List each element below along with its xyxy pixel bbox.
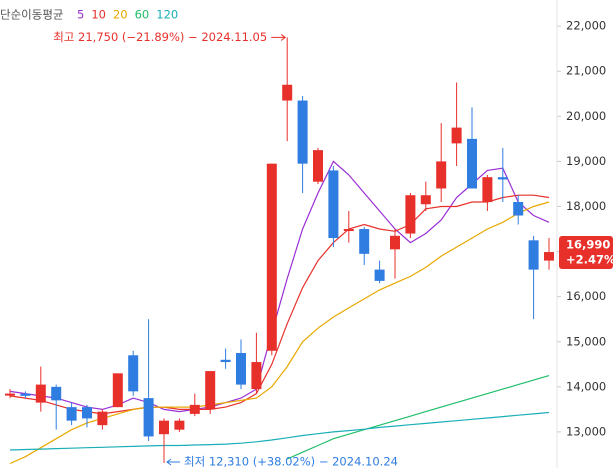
- candle-body: [497, 177, 508, 180]
- candle-body: [313, 150, 323, 182]
- candle-body: [359, 229, 370, 254]
- candle-body: [343, 229, 354, 232]
- y-tick-label: 13,000: [566, 424, 606, 438]
- candle-body: [112, 373, 123, 408]
- candle-body: [128, 355, 139, 392]
- annotation: 최저 12,310 (+38.02%) − 2024.10.24: [184, 455, 398, 468]
- y-tick-label: 15,000: [566, 334, 606, 348]
- candle-body: [20, 393, 31, 396]
- candle-body: [528, 240, 539, 270]
- annotation: 최고 21,750 (−21.89%) − 2024.11.05: [53, 30, 267, 44]
- price-tag-change: +2.47%: [566, 253, 615, 267]
- candle-body: [482, 177, 493, 202]
- candle-body: [220, 359, 231, 363]
- candle-body: [143, 398, 154, 437]
- candle-body: [405, 195, 416, 234]
- annotation-arrow: [166, 458, 180, 466]
- candle-body: [282, 84, 293, 101]
- candle-body: [5, 393, 15, 396]
- candle-body: [251, 362, 262, 390]
- candle-body: [51, 386, 62, 401]
- candle-body: [436, 161, 447, 189]
- candle-body: [297, 100, 308, 164]
- price-tag-value: 16,990: [566, 238, 610, 252]
- legend-entry: 60: [135, 8, 150, 22]
- legend-entry: 120: [156, 8, 178, 22]
- y-tick-label: 16,000: [566, 289, 606, 303]
- candle-body: [97, 411, 108, 426]
- candle-body: [174, 420, 185, 430]
- candle-body: [374, 269, 385, 281]
- legend-entry: 10: [91, 8, 106, 22]
- ma-line: [9, 160, 550, 413]
- candle-body: [66, 407, 77, 421]
- y-tick-label: 18,000: [566, 199, 606, 213]
- y-tick-label: 21,000: [566, 64, 606, 78]
- legend-entry: 5: [77, 8, 84, 22]
- candle-body: [189, 404, 200, 414]
- candle-body: [82, 407, 92, 419]
- price-tag: [559, 236, 613, 270]
- candle-body: [467, 138, 477, 189]
- candle-body: [236, 353, 246, 385]
- candle-body: [420, 195, 431, 205]
- candle-body: [390, 235, 400, 250]
- y-tick-label: 14,000: [566, 379, 606, 393]
- candle-body: [451, 127, 462, 144]
- ma-line: [9, 411, 550, 451]
- annotation-arrow: [271, 34, 287, 41]
- candle-body: [35, 384, 46, 403]
- y-tick-label: 20,000: [566, 109, 606, 123]
- legend: 단순이동평균 5 10 20 60 120: [0, 8, 178, 22]
- y-tick-label: 19,000: [566, 154, 606, 168]
- plot-area: [5, 37, 554, 465]
- y-tick-label: 22,000: [566, 19, 606, 33]
- ma-line: [286, 375, 550, 460]
- candle-body: [328, 170, 339, 239]
- candle-body: [159, 420, 169, 435]
- ma-line: [9, 201, 550, 465]
- candle-body: [266, 163, 277, 351]
- candle-body: [205, 371, 216, 410]
- candle-body: [513, 201, 524, 216]
- legend-title: 단순이동평균: [0, 8, 63, 22]
- legend-entry: 20: [113, 8, 128, 22]
- candle-body: [544, 252, 554, 261]
